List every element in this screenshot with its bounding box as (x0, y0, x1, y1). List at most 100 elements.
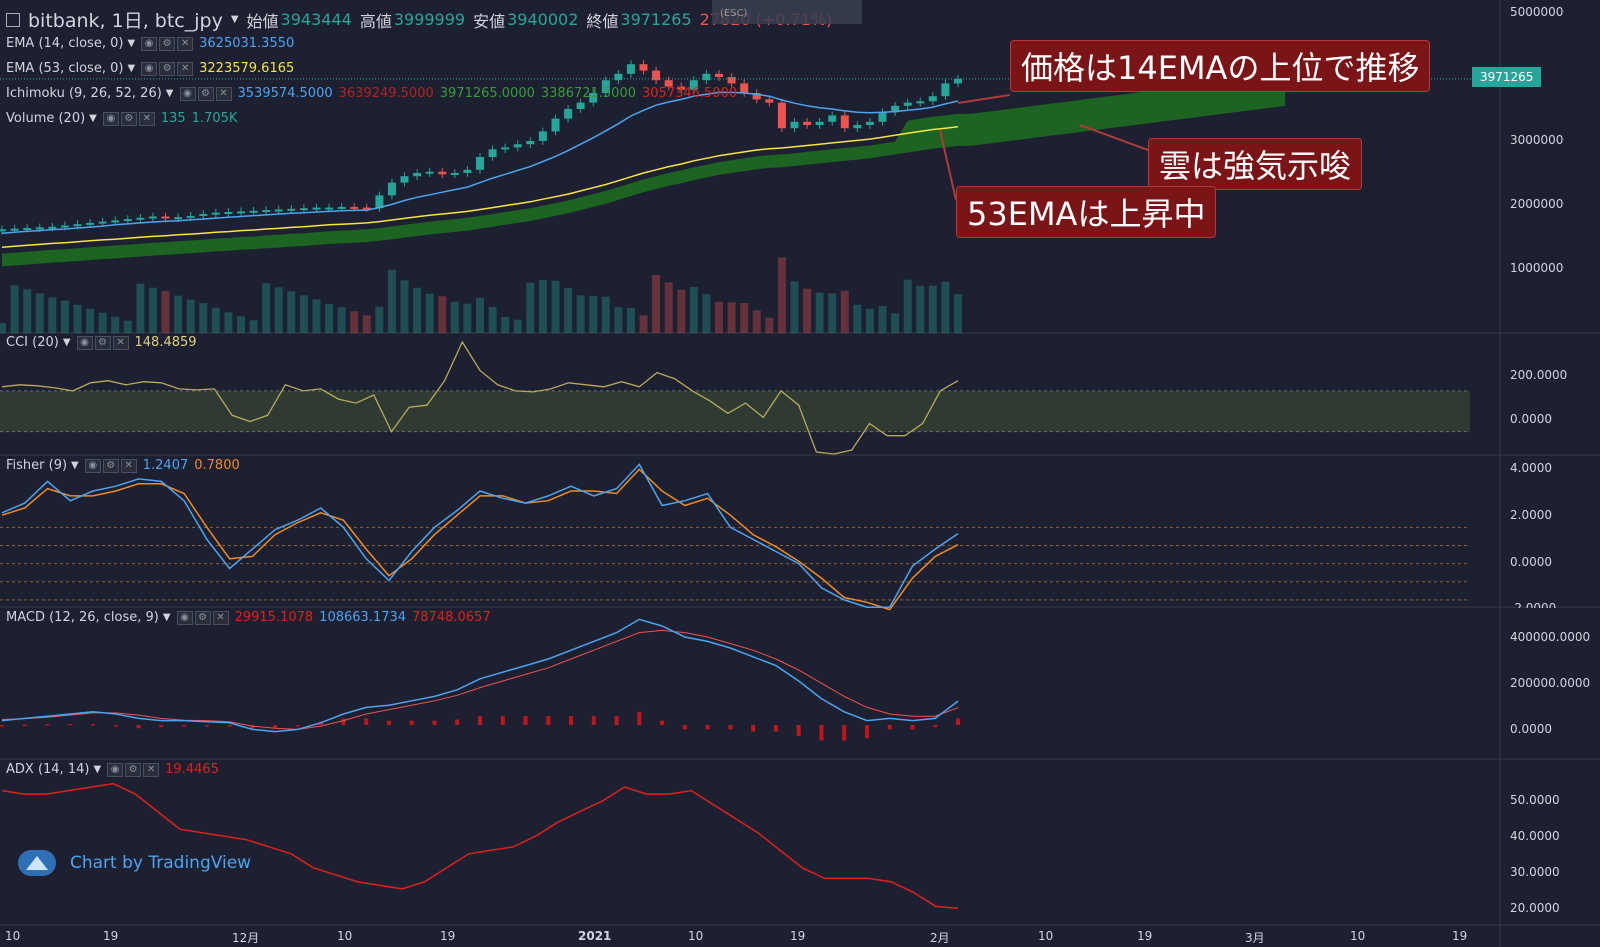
close-icon[interactable]: ✕ (215, 86, 232, 101)
close-icon[interactable]: ✕ (112, 335, 129, 350)
candle-body (111, 220, 120, 223)
legend-ichimoku-v5: 3057346.5000 (642, 86, 738, 101)
candle-body (652, 70, 661, 81)
volume-bar (803, 288, 812, 333)
low-label: 安値 (473, 11, 506, 31)
chevron-down-icon[interactable]: ▼ (165, 88, 174, 99)
time-axis-label: 10 (1350, 929, 1366, 943)
volume-bar (727, 302, 736, 333)
legend-volume[interactable]: Volume (20) ▼ ◉ ⚙ ✕ 135 1.705K (6, 111, 237, 126)
eye-icon[interactable]: ◉ (141, 61, 158, 76)
price-axis-label: 1000000 (1510, 261, 1564, 275)
volume-bar (463, 303, 472, 333)
legend-ema53[interactable]: EMA (53, close, 0) ▼ ◉ ⚙ ✕ 3223579.6165 (6, 61, 294, 76)
close-value: 3971265 (620, 10, 692, 29)
time-axis-label: 10 (688, 929, 704, 943)
chevron-down-icon[interactable]: ▼ (162, 612, 171, 623)
macd-histogram-bar (887, 725, 892, 730)
gear-icon[interactable]: ⚙ (120, 111, 137, 126)
gear-icon[interactable]: ⚙ (194, 610, 211, 625)
chevron-down-icon[interactable]: ▼ (127, 38, 136, 49)
time-axis-label: 19 (440, 929, 456, 943)
eye-icon[interactable]: ◉ (102, 111, 119, 126)
close-icon[interactable]: ✕ (212, 610, 229, 625)
legend-macd[interactable]: MACD (12, 26, close, 9) ▼ ◉ ⚙ ✕ 29915.1078 … (6, 610, 491, 625)
close-label: 終値 (586, 11, 619, 31)
esc-overlay[interactable]: (ESC) (712, 0, 862, 24)
volume-bar (928, 285, 937, 333)
close-icon[interactable]: ✕ (177, 61, 194, 76)
volume-bar (626, 308, 635, 333)
volume-bar (752, 310, 761, 333)
eye-icon[interactable]: ◉ (76, 335, 93, 350)
legend-ichimoku-v3: 3971265.0000 (439, 86, 535, 101)
legend-macd-v3: 78748.0657 (412, 610, 491, 625)
macd-histogram-bar (45, 723, 50, 726)
gear-icon[interactable]: ⚙ (159, 61, 176, 76)
tradingview-branding[interactable]: Chart by TradingView (18, 850, 251, 876)
candle-body (815, 121, 824, 125)
callout-ema53-rising: 53EMAは上昇中 (956, 186, 1217, 238)
adx-line (1, 782, 959, 910)
macd-histogram-bar (773, 725, 778, 732)
gear-icon[interactable]: ⚙ (197, 86, 214, 101)
candle-body (765, 99, 774, 103)
volume-bar (262, 283, 271, 333)
candle-body (23, 228, 32, 230)
candle-body (10, 228, 19, 231)
eye-icon[interactable]: ◉ (176, 610, 193, 625)
candle-body (287, 208, 296, 211)
candle-body (689, 80, 698, 90)
eye-icon[interactable]: ◉ (141, 36, 158, 51)
eye-icon[interactable]: ◉ (84, 458, 101, 473)
legend-cci[interactable]: CCI (20) ▼ ◉ ⚙ ✕ 148.4859 (6, 335, 197, 350)
macd-histogram-bar (933, 725, 938, 728)
candle-body (601, 80, 610, 93)
time-axis-label: 19 (103, 929, 119, 943)
chevron-down-icon[interactable]: ▼ (71, 460, 79, 471)
candle-body (186, 215, 195, 218)
close-icon[interactable]: ✕ (143, 762, 160, 777)
candle-body (702, 73, 711, 81)
close-icon[interactable]: ✕ (120, 458, 137, 473)
macd-histogram-bar (250, 725, 255, 729)
close-icon[interactable]: ✕ (138, 111, 155, 126)
volume-bar (564, 288, 573, 333)
chevron-down-icon[interactable]: ▼ (62, 337, 71, 348)
gear-icon[interactable]: ⚙ (94, 335, 111, 350)
macd-histogram-bar (455, 719, 460, 725)
legend-adx[interactable]: ADX (14, 14) ▼ ◉ ⚙ ✕ 19.4465 (6, 762, 219, 777)
volume-bar (350, 311, 359, 333)
symbol-label[interactable]: bitbank, 1日, btc_jpy (28, 10, 223, 32)
macd-axis-label: 0.0000 (1510, 722, 1552, 736)
chevron-down-icon[interactable]: ▼ (230, 14, 239, 25)
candle-body (73, 224, 82, 227)
volume-bar (589, 296, 598, 333)
eye-icon[interactable]: ◉ (179, 86, 196, 101)
volume-bar (60, 300, 69, 333)
legend-ema14[interactable]: EMA (14, close, 0) ▼ ◉ ⚙ ✕ 3625031.3550 (6, 36, 294, 51)
time-axis-label: 2月 (930, 931, 950, 945)
macd-histogram-bar (842, 725, 847, 741)
chevron-down-icon[interactable]: ▼ (127, 63, 136, 74)
candle-body (803, 121, 812, 125)
legend-cci-value: 148.4859 (134, 335, 197, 350)
macd-histogram-bar (865, 725, 869, 739)
gear-icon[interactable]: ⚙ (125, 762, 142, 777)
fisher-axis-label: 0.0000 (1510, 555, 1552, 569)
volume-bar (224, 312, 233, 333)
chevron-down-icon[interactable]: ▼ (93, 764, 102, 775)
candle-body (740, 83, 749, 93)
close-icon[interactable]: ✕ (177, 36, 194, 51)
candle-body (312, 207, 321, 210)
candle-body (35, 227, 44, 230)
legend-fisher[interactable]: Fisher (9) ▼ ◉ ⚙ ✕ 1.2407 0.7800 (6, 458, 240, 473)
chevron-down-icon[interactable]: ▼ (89, 113, 97, 124)
candle-body (362, 207, 371, 210)
eye-icon[interactable]: ◉ (107, 762, 124, 777)
gear-icon[interactable]: ⚙ (102, 458, 119, 473)
legend-ichimoku[interactable]: Ichimoku (9, 26, 52, 26) ▼ ◉ ⚙ ✕ 3539574.50… (6, 86, 737, 101)
gear-icon[interactable]: ⚙ (159, 36, 176, 51)
title-box-icon[interactable] (6, 12, 20, 27)
